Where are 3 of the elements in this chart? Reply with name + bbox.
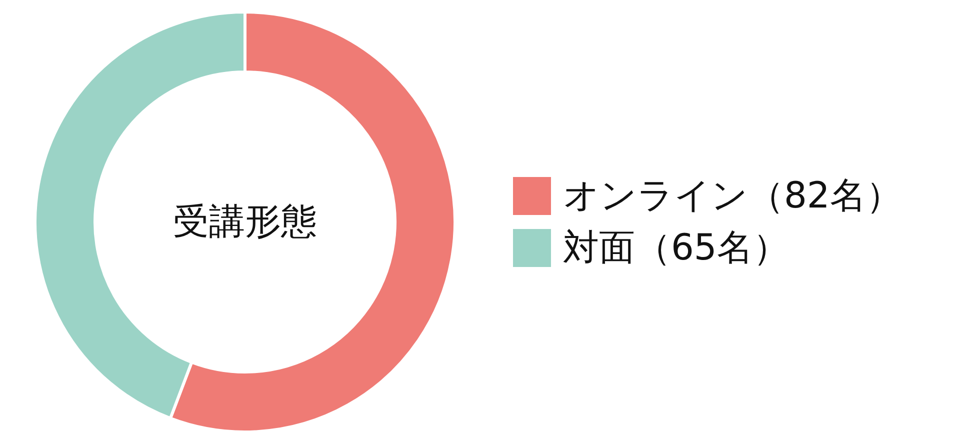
legend-label: 対面（65名）: [563, 228, 789, 268]
legend-label: オンライン（82名）: [563, 176, 902, 216]
text: 受講形態: [173, 202, 317, 242]
